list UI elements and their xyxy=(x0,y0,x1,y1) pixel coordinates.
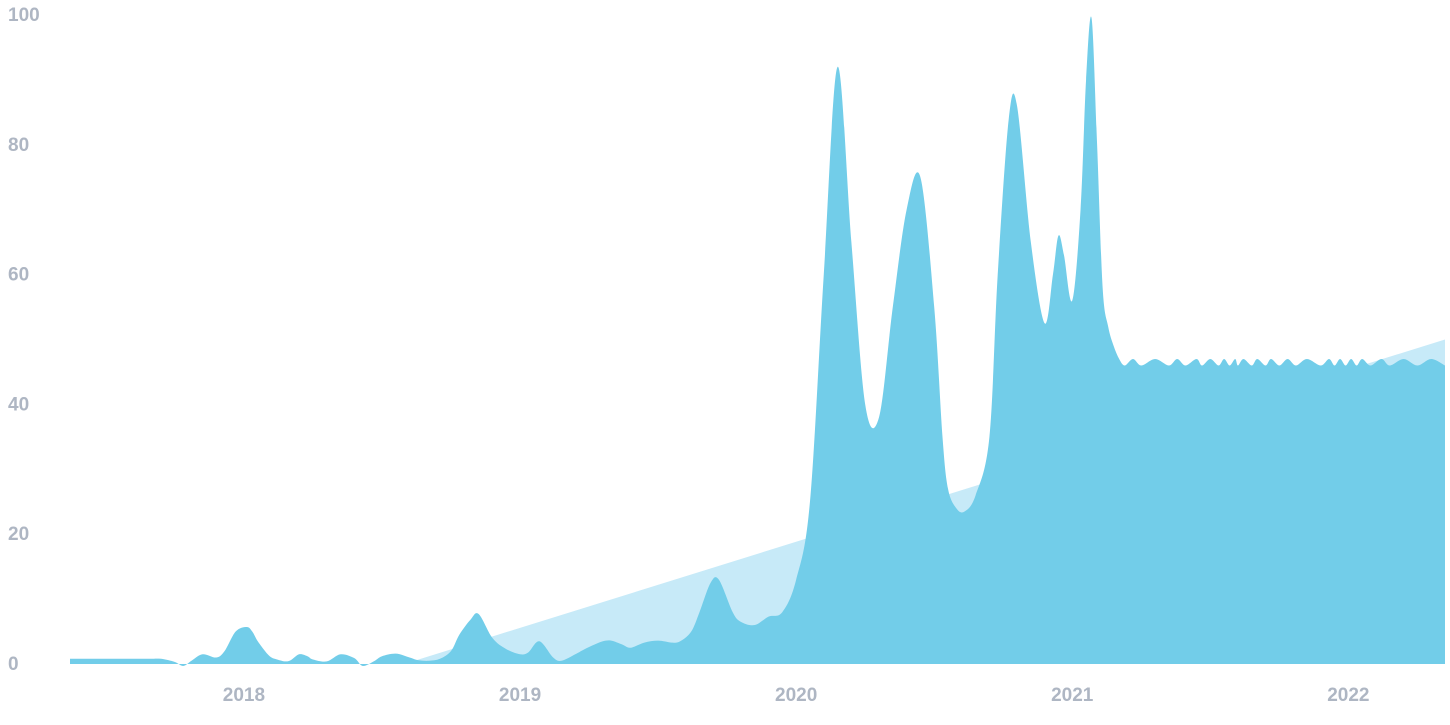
x-tick-label: 2018 xyxy=(223,685,265,706)
y-tick-label: 60 xyxy=(8,265,29,286)
y-tick-label: 100 xyxy=(8,5,40,26)
x-axis: 2018 2019 2020 2021 2022 xyxy=(223,685,1370,706)
y-tick-label: 20 xyxy=(8,524,29,545)
x-tick-label: 2019 xyxy=(499,685,541,706)
y-tick-label: 0 xyxy=(8,654,19,675)
y-tick-label: 40 xyxy=(8,394,29,415)
x-tick-label: 2020 xyxy=(775,685,817,706)
series-area xyxy=(70,16,1445,667)
x-tick-label: 2021 xyxy=(1051,685,1094,706)
y-tick-label: 80 xyxy=(8,135,29,156)
y-axis: 0 20 40 60 80 100 xyxy=(8,5,40,675)
x-tick-label: 2022 xyxy=(1327,685,1369,706)
